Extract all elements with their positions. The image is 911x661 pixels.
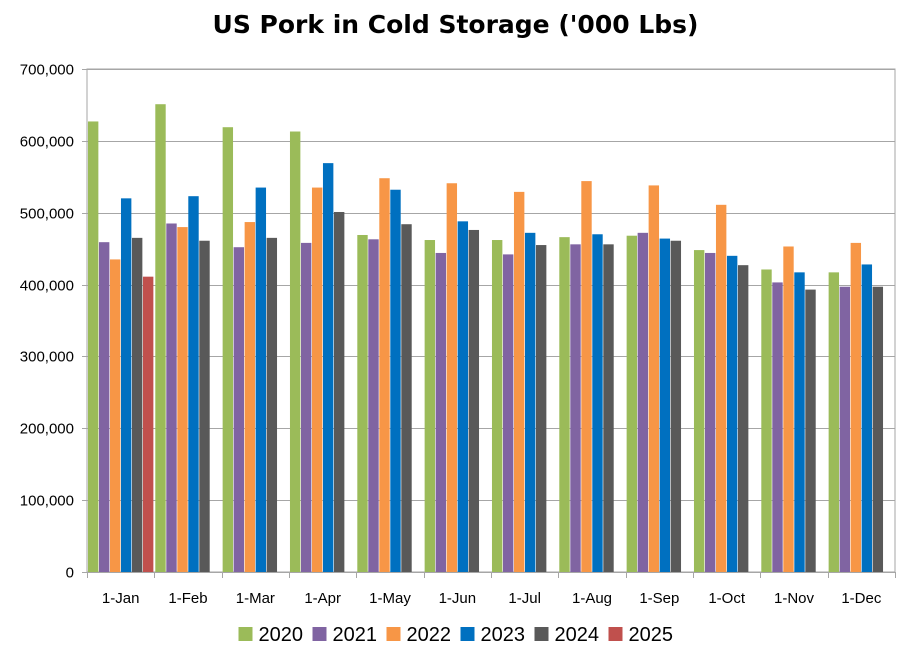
legend-swatch-2023 (460, 627, 475, 641)
y-tick-label: 0 (66, 565, 74, 582)
bar-2022-1-Jan (109, 259, 121, 572)
bar-2020-1-Feb (155, 104, 166, 573)
bar-2023-1-Jul (524, 232, 536, 572)
bar-2023-1-May (390, 189, 401, 572)
x-tick-label: 1-Sep (639, 590, 679, 607)
y-tick-label: 300,000 (20, 349, 74, 366)
legend-label-2020: 2020 (259, 624, 304, 646)
bar-2021-1-Sep (637, 232, 649, 572)
bar-2021-1-Feb (166, 223, 177, 572)
bar-2022-1-Aug (581, 181, 592, 572)
bar-2023-1-Mar (255, 187, 267, 573)
legend: 2020 2021 2022 2023 2024 2025 (238, 624, 674, 646)
bar-2023-1-Jun (457, 221, 469, 572)
bar-2020-1-Mar (222, 127, 234, 572)
bar-2022-1-Oct (715, 204, 727, 572)
bar-2024-1-Oct (737, 265, 749, 572)
x-tick-label: 1-Mar (236, 590, 275, 607)
bar-2022-1-Sep (648, 185, 660, 572)
bar-2023-1-Feb (188, 196, 199, 573)
bar-2021-1-Nov (772, 282, 783, 572)
bar-2021-1-Dec (839, 286, 851, 572)
x-tick-label: 1-May (369, 590, 411, 607)
bar-2022-1-Mar (244, 222, 256, 572)
legend-swatch-2021 (312, 627, 327, 641)
bar-2022-1-May (379, 178, 390, 573)
bar-2022-1-Jun (446, 183, 458, 572)
x-tick-label: 1-Jan (102, 590, 140, 607)
bar-2023-1-Apr (322, 163, 334, 572)
bar-2021-1-Jun (435, 252, 447, 572)
x-tick-label: 1-Nov (774, 590, 815, 607)
x-tick-label: 1-Apr (304, 590, 341, 607)
bar-2024-1-Mar (266, 237, 278, 572)
x-tick-label: 1-Jun (439, 590, 477, 607)
legend-label-2024: 2024 (555, 624, 600, 646)
bar-2024-1-Dec (872, 286, 884, 572)
bar-2021-1-Jan (98, 242, 110, 572)
bar-2020-1-Sep (626, 235, 638, 573)
bar-2023-1-Aug (592, 234, 603, 572)
legend-label-2025: 2025 (629, 624, 674, 646)
bar-2021-1-Oct (704, 252, 716, 572)
bar-2020-1-Jun (424, 240, 436, 572)
bar-2021-1-Aug (570, 244, 581, 572)
legend-label-2022: 2022 (407, 624, 452, 646)
bar-2021-1-Mar (233, 247, 245, 572)
legend-swatch-2025 (608, 627, 623, 641)
bar-2024-1-Nov (805, 289, 816, 572)
bar-2020-1-Jan (87, 121, 99, 572)
chart-title: US Pork in Cold Storage ('000 Lbs) (212, 10, 699, 39)
legend-label-2023: 2023 (481, 624, 526, 646)
bar-2022-1-Feb (177, 227, 188, 573)
legend-label-2021: 2021 (333, 624, 378, 646)
bar-2024-1-Apr (333, 211, 345, 572)
x-tick-label: 1-Oct (708, 590, 746, 607)
x-tick-label: 1-Dec (841, 590, 882, 607)
bars (87, 104, 884, 573)
x-tick-label: 1-Feb (168, 590, 207, 607)
bar-2021-1-May (368, 239, 379, 572)
bar-2023-1-Oct (726, 255, 738, 573)
bar-2020-1-Nov (761, 269, 772, 572)
legend-swatch-2020 (238, 627, 253, 641)
y-tick-label: 200,000 (20, 421, 74, 438)
bar-2022-1-Apr (311, 187, 323, 573)
legend-swatch-2022 (386, 627, 401, 641)
bar-2023-1-Sep (659, 238, 671, 572)
bar-2023-1-Dec (861, 264, 873, 572)
bar-2022-1-Nov (783, 246, 794, 573)
bar-2023-1-Nov (794, 272, 805, 572)
bar-2022-1-Jul (513, 191, 525, 572)
bar-2020-1-Aug (559, 237, 570, 572)
bar-2024-1-Jan (131, 237, 143, 572)
legend-swatch-2024 (534, 627, 549, 641)
bar-2021-1-Apr (300, 242, 312, 572)
y-tick-label: 100,000 (20, 493, 74, 510)
bar-2025-1-Jan (142, 276, 154, 572)
bar-2020-1-May (357, 234, 368, 573)
x-tick-label: 1-Jul (508, 590, 541, 607)
bar-2024-1-Feb (199, 240, 210, 572)
bar-2021-1-Jul (502, 254, 514, 573)
y-tick-label: 400,000 (20, 278, 74, 295)
y-tick-label: 700,000 (20, 62, 74, 79)
bar-2020-1-Oct (693, 250, 705, 572)
bar-2024-1-Aug (603, 244, 614, 572)
bar-2024-1-Jul (535, 245, 547, 573)
y-tick-label: 600,000 (20, 134, 74, 151)
bar-2024-1-Sep (670, 240, 682, 572)
axes: 0 100,000 200,000 300,000 400,000 500,000 600,… (20, 62, 896, 607)
bar-2020-1-Dec (828, 272, 840, 572)
y-tick-label: 500,000 (20, 206, 74, 223)
bar-2023-1-Jan (120, 198, 132, 573)
bar-2024-1-May (401, 224, 412, 572)
bar-2020-1-Jul (491, 240, 503, 572)
x-tick-label: 1-Aug (572, 590, 612, 607)
bar-2024-1-Jun (468, 229, 480, 572)
bar-2020-1-Apr (289, 131, 301, 572)
bar-2022-1-Dec (850, 242, 862, 572)
